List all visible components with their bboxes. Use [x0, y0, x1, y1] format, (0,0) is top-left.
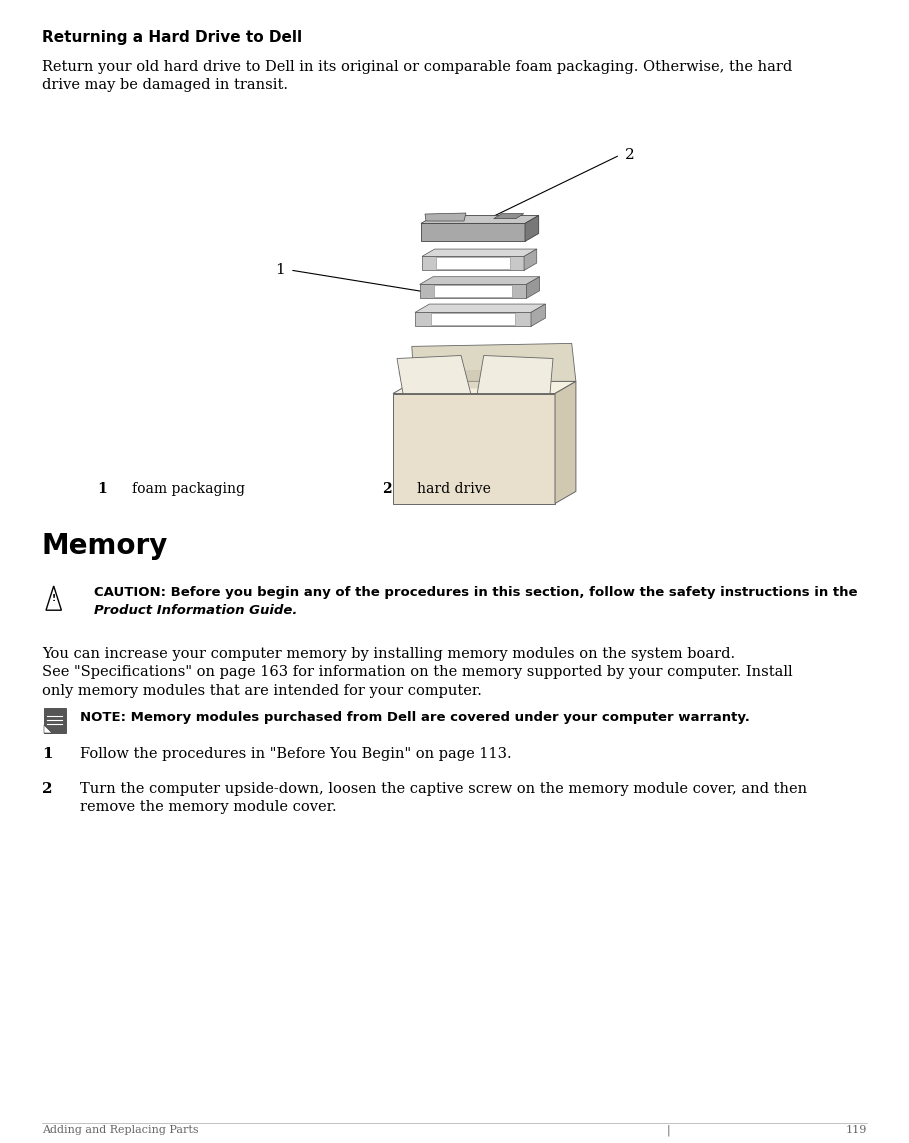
Text: Turn the computer upside-down, loosen the captive screw on the memory module cov: Turn the computer upside-down, loosen th… — [80, 782, 807, 796]
Polygon shape — [398, 368, 550, 389]
Text: 1: 1 — [275, 263, 285, 277]
Text: 2: 2 — [382, 482, 392, 496]
Polygon shape — [421, 223, 525, 241]
Polygon shape — [421, 216, 539, 223]
Polygon shape — [422, 256, 524, 271]
Polygon shape — [46, 586, 62, 610]
Text: |: | — [666, 1125, 670, 1136]
Polygon shape — [44, 708, 66, 733]
Text: foam packaging: foam packaging — [132, 482, 245, 496]
Text: CAUTION: Before you begin any of the procedures in this section, follow the safe: CAUTION: Before you begin any of the pro… — [94, 586, 857, 599]
Text: !: ! — [52, 593, 55, 602]
Text: You can increase your computer memory by installing memory modules on the system: You can increase your computer memory by… — [42, 647, 735, 661]
Text: remove the memory module cover.: remove the memory module cover. — [80, 800, 336, 815]
Text: only memory modules that are intended for your computer.: only memory modules that are intended fo… — [42, 684, 482, 698]
Text: 1: 1 — [42, 748, 53, 761]
Text: Follow the procedures in "Before You Begin" on page 113.: Follow the procedures in "Before You Beg… — [80, 748, 512, 761]
Polygon shape — [431, 313, 515, 326]
Polygon shape — [531, 304, 545, 327]
Text: NOTE: Memory modules purchased from Dell are covered under your computer warrant: NOTE: Memory modules purchased from Dell… — [80, 711, 750, 724]
Polygon shape — [524, 249, 536, 271]
Text: drive may be damaged in transit.: drive may be damaged in transit. — [42, 79, 288, 93]
Text: 119: 119 — [845, 1125, 867, 1135]
Polygon shape — [420, 277, 540, 285]
Text: Product Information Guide.: Product Information Guide. — [94, 605, 297, 617]
Text: Adding and Replacing Parts: Adding and Replacing Parts — [42, 1125, 199, 1135]
Polygon shape — [555, 382, 576, 504]
Text: Return your old hard drive to Dell in its original or comparable foam packaging.: Return your old hard drive to Dell in it… — [42, 59, 793, 74]
Text: hard drive: hard drive — [417, 482, 491, 496]
Text: Memory: Memory — [42, 531, 168, 560]
Polygon shape — [415, 312, 531, 327]
Text: 1: 1 — [97, 482, 106, 496]
Polygon shape — [494, 214, 524, 218]
Polygon shape — [477, 355, 553, 393]
Polygon shape — [436, 257, 510, 270]
Polygon shape — [415, 304, 545, 312]
Polygon shape — [526, 277, 540, 298]
Text: Returning a Hard Drive to Dell: Returning a Hard Drive to Dell — [42, 30, 302, 45]
Text: 2: 2 — [625, 147, 634, 162]
Polygon shape — [412, 343, 576, 382]
Polygon shape — [420, 285, 526, 298]
Polygon shape — [525, 216, 539, 241]
Polygon shape — [393, 393, 555, 504]
Polygon shape — [44, 725, 52, 733]
Polygon shape — [393, 382, 576, 393]
Polygon shape — [422, 249, 536, 256]
Polygon shape — [425, 213, 466, 221]
Polygon shape — [435, 286, 512, 297]
Polygon shape — [397, 355, 471, 393]
Text: 2: 2 — [42, 782, 53, 796]
Text: See "Specifications" on page 163 for information on the memory supported by your: See "Specifications" on page 163 for inf… — [42, 665, 793, 679]
